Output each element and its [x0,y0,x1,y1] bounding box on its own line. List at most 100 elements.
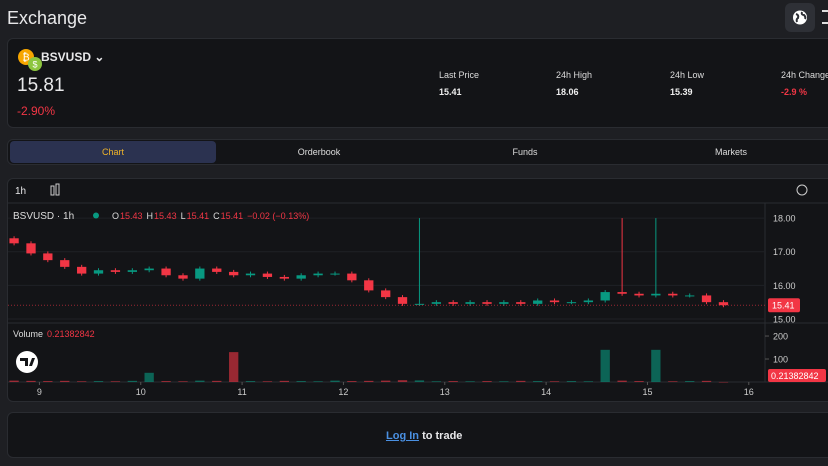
volume-bar [685,381,695,382]
volume-bar [262,381,273,382]
login-text: Log In to trade [386,430,462,442]
symbol[interactable]: BSVUSD ⌄ [41,50,105,64]
volume-bar [651,349,661,382]
candle-body [110,270,121,272]
candle-body [397,297,408,304]
candle-body [364,280,374,291]
volume-bar [448,381,458,382]
candle-body [651,293,661,296]
candle-body [77,266,87,274]
candle-body [482,302,492,304]
candle-body [26,243,36,254]
volume-bar [195,380,205,382]
volume-bar [549,381,560,382]
volume-bar [161,381,171,382]
volume-bar [347,381,357,382]
volume-bar [60,380,70,382]
globe-button[interactable] [785,3,815,32]
ticker-card: ₿ $ BSVUSD ⌄ 15.81 -2.90% Last Price 15.41… [7,38,828,128]
change: -2.90% [17,104,56,118]
volume-tick-label: 200 [773,332,788,342]
x-tick-label: 15 [642,387,652,397]
legend-change: −0.02 (−0.13%) [247,211,309,221]
candle-body [516,302,526,304]
volume-bar [229,352,239,382]
tv-logo-mark [20,358,35,366]
volume-bar [533,381,543,382]
volume-bar [212,380,222,382]
x-tick-label: 9 [37,387,42,397]
interval[interactable]: 1h [15,186,27,197]
candle-body [685,295,695,297]
tab[interactable]: Chart [10,141,216,163]
candle-body [161,268,171,276]
volume-bar [583,381,594,382]
x-tick-label: 11 [237,387,246,397]
tab[interactable]: Markets [714,147,747,157]
volume-bar [482,381,492,382]
volume-bar [668,381,678,382]
legend-value: 15.41 [221,211,244,221]
stat-value: 15.39 [670,87,693,97]
candle-body [60,260,70,267]
settings-icon [796,184,808,196]
candle-body [533,300,543,304]
candle-body [279,276,290,279]
tabs: Chart Orderbook Funds Markets [7,139,828,165]
volume-bar [414,380,425,382]
legend-key: C [213,211,220,221]
candle-icon [50,185,55,196]
login-link[interactable]: Log In [386,430,419,442]
volume-bar [330,380,340,382]
stat-value: -2.9 % [781,87,808,97]
volume-bar [178,381,188,382]
volume-tick-label: 100 [773,355,788,365]
volume-bar [566,381,577,382]
menu-icon[interactable] [822,10,828,24]
y-tick-label: 16.00 [773,281,796,291]
volume-bar [634,381,644,382]
candle-body [195,268,205,279]
price: 15.81 [17,75,65,96]
volume-bar [9,380,19,382]
volume-bar [127,380,137,382]
candle-body [9,238,19,244]
svg-text:$: $ [32,60,37,70]
candle-body [245,273,256,276]
volume-bar [516,380,526,382]
candle-body [43,253,53,261]
tab[interactable]: Funds [512,147,538,157]
volume-tag-label: 0.21382842 [771,371,819,381]
candle-body [431,302,442,304]
volume-bar [77,381,87,382]
volume-bar [279,380,290,382]
candle-body [617,292,627,294]
volume-bar [313,381,323,382]
volume-bar [617,380,627,382]
tab[interactable]: Orderbook [297,147,341,157]
candle-body [549,300,560,303]
x-tick-label: 12 [338,387,348,397]
volume-bar [465,381,475,382]
candle-body [296,275,306,279]
candle-body [212,268,222,272]
symbol-text: BSVUSD [41,50,92,64]
legend-value: 15.41 [187,211,210,221]
price-tag-label: 15.41 [772,301,795,311]
candle-body [668,293,678,296]
stat-value: 18.06 [556,87,579,97]
x-tick-label: 13 [440,387,450,397]
candle-body [262,273,273,277]
volume-bar [26,380,36,382]
legend-key: O [112,211,119,221]
chart: 15.00 16.00 17.00 18.00 100 200 9 10 11 12 13 14 15 1… [7,183,828,397]
volume-title: Volume [13,329,43,339]
candle-body [330,273,340,275]
chart-title: BSVUSD · 1h [13,211,74,222]
stat-label: 24h Low [670,70,705,80]
legend-key: H [147,211,154,221]
candle-body [178,275,188,279]
chart-panel: 1h [7,178,828,402]
app-title: Exchange [7,8,88,28]
